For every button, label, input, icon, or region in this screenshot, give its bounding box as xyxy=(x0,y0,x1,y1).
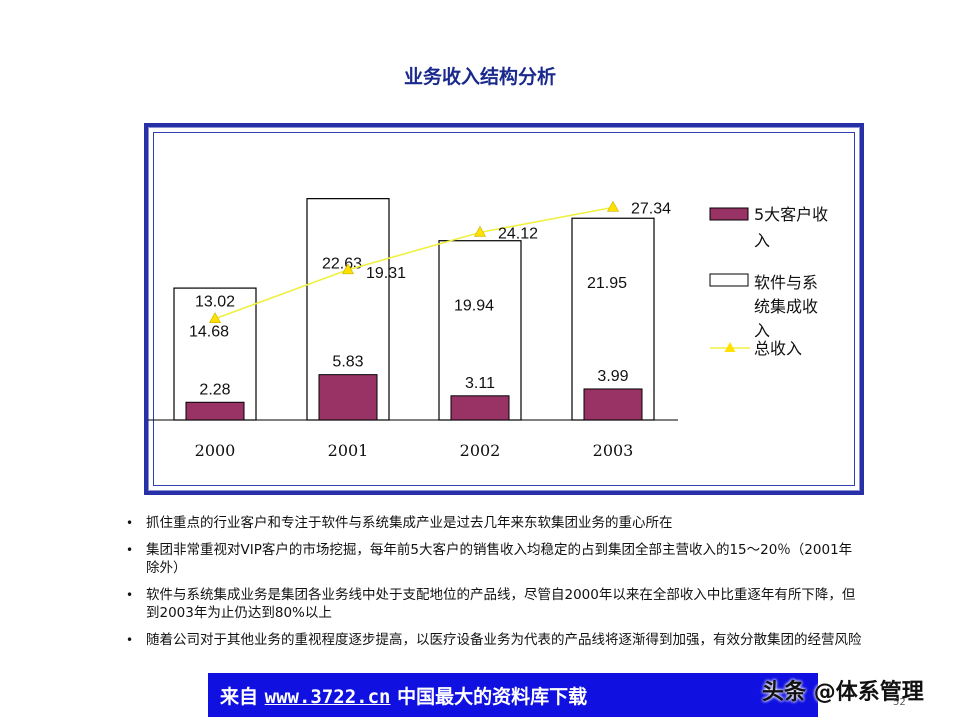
bar-top5-customers xyxy=(583,388,643,421)
line-total-revenue xyxy=(214,206,614,320)
data-label-software-integration: 22.63 xyxy=(322,256,362,273)
data-label-top5-customers: 3.99 xyxy=(597,368,628,385)
marker-total-revenue xyxy=(473,225,487,237)
banner-prefix: 来自 xyxy=(220,686,265,708)
toutiao-logo: 头条 xyxy=(762,680,807,705)
data-label-software-integration: 19.94 xyxy=(454,298,494,315)
watermark: 头条 @体系管理 xyxy=(762,674,924,706)
data-label-total-revenue: 19.31 xyxy=(366,265,406,282)
bullet-text: 集团非常重视对VIP客户的市场挖掘，每年前5大客户的销售收入均稳定的占到集团全部… xyxy=(146,542,853,576)
legend-swatch-total-revenue-marker xyxy=(724,342,736,352)
legend-label: 入 xyxy=(754,321,770,340)
bullet-marker: • xyxy=(126,633,134,647)
bullet-marker: • xyxy=(126,588,134,602)
legend-label: 5大客户收 xyxy=(754,205,828,224)
x-tick-label: 2003 xyxy=(593,441,634,460)
bar-software-integration xyxy=(571,217,655,421)
data-label-software-integration: 21.95 xyxy=(587,275,627,292)
bullet-list: • 抓住重点的行业客户和专注于软件与系统集成产业是过去几年来东软集团业务的重心所… xyxy=(124,514,864,658)
legend-label: 入 xyxy=(754,231,770,250)
watermark-handle: @体系管理 xyxy=(813,680,924,705)
bullet-item: • 软件与系统集成业务是集团各业务线中处于支配地位的产品线，尽管自2000年以来… xyxy=(124,586,864,622)
data-label-total-revenue: 13.02 xyxy=(195,294,235,311)
bar-top5-customers xyxy=(318,374,378,421)
bullet-text: 抓住重点的行业客户和专注于软件与系统集成产业是过去几年来东软集团业务的重心所在 xyxy=(146,515,673,531)
bullet-item: • 集团非常重视对VIP客户的市场挖掘，每年前5大客户的销售收入均稳定的占到集团… xyxy=(124,541,864,577)
legend-swatch-top5-customers xyxy=(709,207,749,221)
bar-top5-customers xyxy=(450,395,510,421)
x-tick-label: 2002 xyxy=(460,441,501,460)
bar-software-integration xyxy=(438,240,522,421)
bar-top5-customers xyxy=(185,401,245,421)
data-label-total-revenue: 24.12 xyxy=(498,225,538,242)
x-tick-label: 2001 xyxy=(328,441,369,460)
legend-label: 统集成收 xyxy=(754,297,818,316)
legend-swatch-software-integration xyxy=(709,273,749,287)
x-tick-label: 2000 xyxy=(195,441,236,460)
bar-line-chart: 2.28 14.68 2000 5.83 22.63 2001 3.11 19.94 2002 3… xyxy=(148,198,828,460)
bullet-text: 软件与系统集成业务是集团各业务线中处于支配地位的产品线，尽管自2000年以来在全… xyxy=(146,587,856,621)
bullet-marker: • xyxy=(126,543,134,557)
bullet-item: • 抓住重点的行业客户和专注于软件与系统集成产业是过去几年来东软集团业务的重心所… xyxy=(124,514,864,532)
download-banner[interactable]: 来自 www.3722.cn 中国最大的资料库下载 xyxy=(208,673,818,717)
page-number: 52 xyxy=(893,697,906,708)
chart-inner-border xyxy=(153,132,855,486)
bullet-marker: • xyxy=(126,516,134,530)
marker-total-revenue xyxy=(606,200,620,212)
data-label-total-revenue: 27.34 xyxy=(631,200,671,217)
data-label-top5-customers: 5.83 xyxy=(332,354,363,371)
data-label-software-integration: 14.68 xyxy=(189,323,229,340)
legend-label: 总收入 xyxy=(754,339,802,358)
banner-suffix: 中国最大的资料库下载 xyxy=(390,686,588,708)
marker-total-revenue xyxy=(208,312,222,324)
data-label-top5-customers: 3.11 xyxy=(465,375,495,392)
marker-total-revenue xyxy=(341,263,355,275)
banner-link[interactable]: www.3722.cn xyxy=(264,686,391,708)
legend-label: 软件与系 xyxy=(754,273,818,292)
page-title: 业务收入结构分析 xyxy=(403,66,556,88)
bullet-text: 随着公司对于其他业务的重视程度逐步提高，以医疗设备业务为代表的产品线将逐渐得到加… xyxy=(146,632,862,648)
banner-text: 来自 www.3722.cn 中国最大的资料库下载 xyxy=(220,682,587,709)
bullet-item: • 随着公司对于其他业务的重视程度逐步提高，以医疗设备业务为代表的产品线将逐渐得… xyxy=(124,631,864,649)
data-label-top5-customers: 2.28 xyxy=(199,381,230,398)
